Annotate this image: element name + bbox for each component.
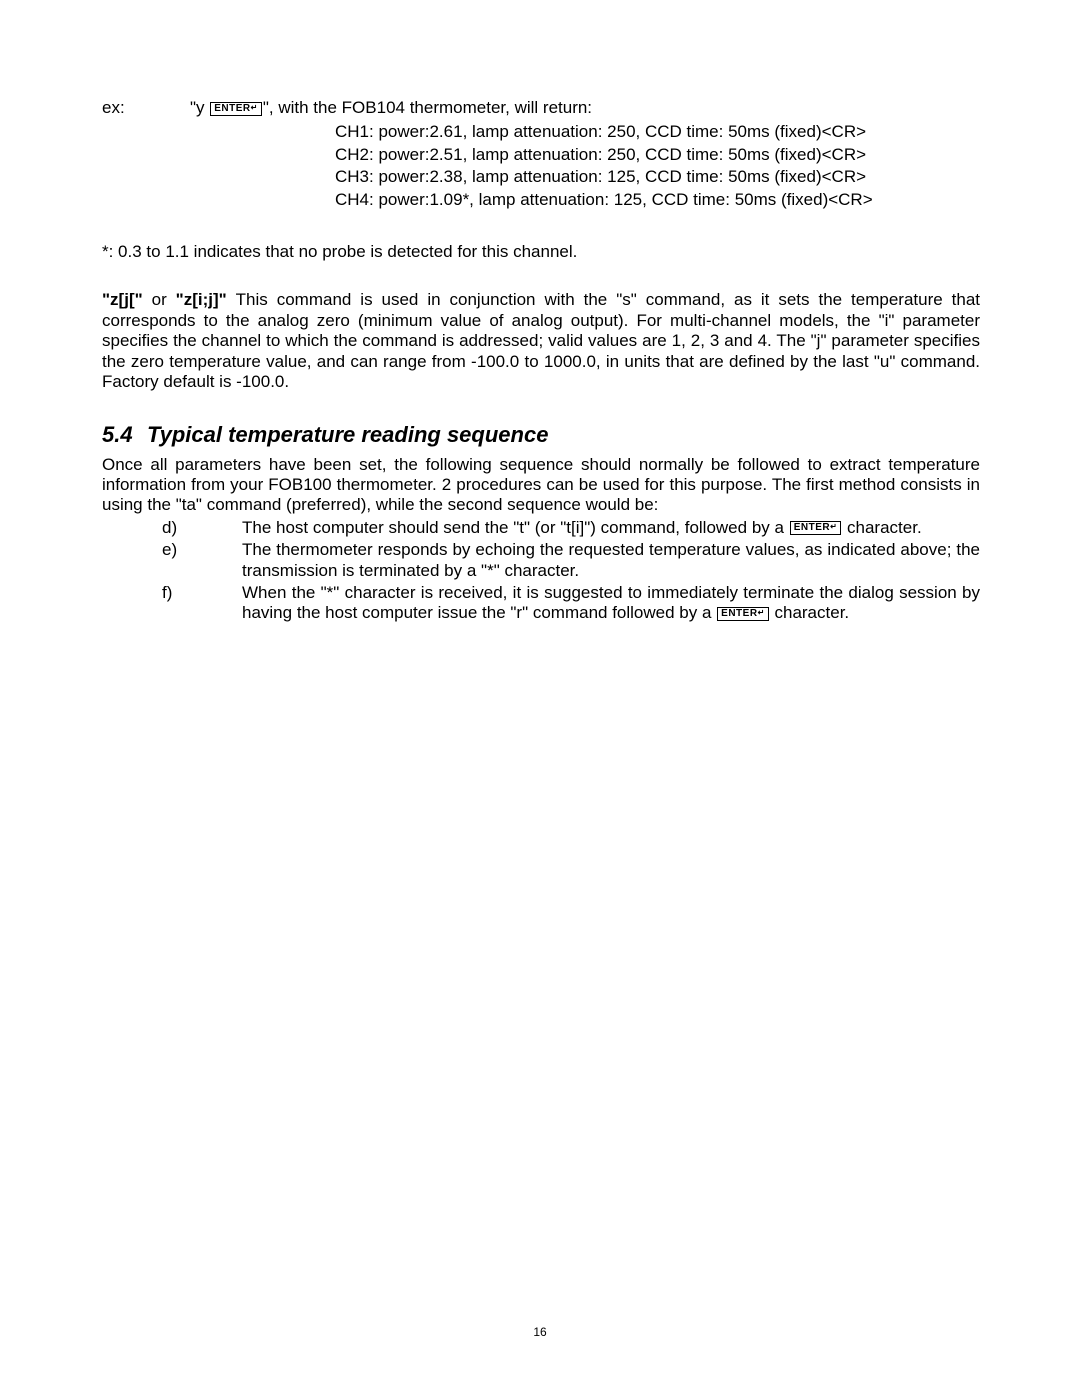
- channel-block: CH1: power:2.61, lamp attenuation: 250, …: [335, 122, 980, 210]
- enter-arrow-icon: ↵: [830, 522, 837, 531]
- enter-arrow-icon: ↵: [758, 608, 765, 617]
- enter-arrow-icon: ↵: [251, 103, 258, 112]
- list-letter: d): [162, 518, 242, 538]
- item-f-after: character.: [770, 603, 849, 622]
- example-suffix: ", with the FOB104 thermometer, will ret…: [263, 98, 592, 117]
- example-label: ex:: [102, 98, 190, 212]
- channel-line: CH3: power:2.38, lamp attenuation: 125, …: [335, 167, 980, 187]
- z-command-paragraph: "z[j[" or "z[i;j]" This command is used …: [102, 290, 980, 392]
- heading-title: Typical temperature reading sequence: [147, 422, 548, 447]
- enter-key-icon: ENTER↵: [790, 521, 842, 535]
- example-line: ex: "y ENTER↵", with the FOB104 thermome…: [102, 98, 980, 212]
- item-d-after: character.: [842, 518, 921, 537]
- list-letter: f): [162, 583, 242, 624]
- list-text: When the "*" character is received, it i…: [242, 583, 980, 624]
- enter-label: ENTER: [794, 522, 830, 533]
- example-body: "y ENTER↵", with the FOB104 thermometer,…: [190, 98, 980, 212]
- z-bold-1: "z[j[": [102, 290, 152, 309]
- channel-line: CH2: power:2.51, lamp attenuation: 250, …: [335, 145, 980, 165]
- item-f-before: When the "*" character is received, it i…: [242, 583, 980, 622]
- sequence-list: d) The host computer should send the "t"…: [102, 518, 980, 624]
- footnote: *: 0.3 to 1.1 indicates that no probe is…: [102, 242, 980, 262]
- list-item: d) The host computer should send the "t"…: [162, 518, 980, 538]
- intro-paragraph: Once all parameters have been set, the f…: [102, 455, 980, 516]
- page-content: ex: "y ENTER↵", with the FOB104 thermome…: [0, 0, 1080, 624]
- enter-key-icon: ENTER↵: [210, 102, 262, 116]
- page-number: 16: [0, 1325, 1080, 1339]
- list-letter: e): [162, 540, 242, 581]
- channel-line: CH4: power:1.09*, lamp attenuation: 125,…: [335, 190, 980, 210]
- list-item: f) When the "*" character is received, i…: [162, 583, 980, 624]
- enter-key-icon: ENTER↵: [717, 607, 769, 621]
- z-bold-2: "z[i;j]": [176, 290, 236, 309]
- section-heading: 5.4Typical temperature reading sequence: [102, 422, 980, 448]
- channel-line: CH1: power:2.61, lamp attenuation: 250, …: [335, 122, 980, 142]
- item-d-before: The host computer should send the "t" (o…: [242, 518, 789, 537]
- heading-number: 5.4: [102, 422, 147, 448]
- z-mid: or: [152, 290, 176, 309]
- example-prefix: "y: [190, 98, 209, 117]
- enter-label: ENTER: [214, 103, 250, 114]
- enter-label: ENTER: [721, 608, 757, 619]
- list-item: e) The thermometer responds by echoing t…: [162, 540, 980, 581]
- list-text: The host computer should send the "t" (o…: [242, 518, 980, 538]
- list-text: The thermometer responds by echoing the …: [242, 540, 980, 581]
